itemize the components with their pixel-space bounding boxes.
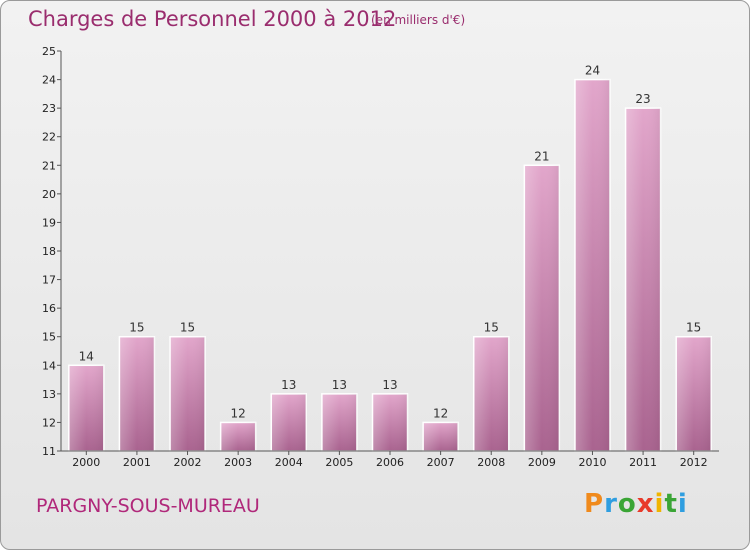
value-label-2004: 13 [281, 378, 296, 392]
x-tick-label-2010: 2010 [578, 456, 606, 469]
x-tick-label-2005: 2005 [325, 456, 353, 469]
y-tick-label: 14 [42, 359, 56, 372]
chart-subtitle: (en milliers d'€) [371, 13, 466, 27]
bar-shine [220, 422, 256, 451]
y-tick-label: 23 [42, 102, 56, 115]
value-label-2011: 23 [635, 92, 650, 106]
value-label-2002: 15 [180, 321, 195, 335]
y-tick-label: 22 [42, 131, 56, 144]
y-axis: 11 12 13 14 15 16 17 18 19 20 21 22 23 24 25 [42, 45, 62, 458]
x-tick-label-2008: 2008 [477, 456, 505, 469]
value-label-2007: 12 [433, 406, 448, 420]
x-tick-label-2006: 2006 [376, 456, 404, 469]
y-tick-label: 24 [42, 74, 56, 87]
bar-shine [524, 165, 560, 452]
x-axis: 2000 2001 2002 2003 2004 2005 2006 2007 2008 2009… [61, 450, 719, 469]
y-tick-label: 19 [42, 216, 56, 229]
x-tick-label-2011: 2011 [629, 456, 657, 469]
y-tick-label: 11 [42, 445, 56, 458]
y-tick-label: 15 [42, 331, 56, 344]
bar-shine [423, 422, 459, 451]
y-tick-label: 21 [42, 159, 56, 172]
value-label-2009: 21 [534, 149, 549, 163]
y-tick-label: 17 [42, 274, 56, 287]
y-tick-label: 12 [42, 416, 56, 429]
x-tick-label-2002: 2002 [174, 456, 202, 469]
bars: 14 15 15 12 13 13 13 12 15 21 24 23 15 [68, 64, 712, 452]
bar-shine [625, 108, 661, 452]
bar-shine [676, 336, 712, 451]
bar-shine [372, 393, 408, 451]
bar-shine [473, 336, 509, 451]
x-tick-label-2004: 2004 [275, 456, 303, 469]
value-label-2006: 13 [382, 378, 397, 392]
x-tick-label-2003: 2003 [224, 456, 252, 469]
value-label-2005: 13 [332, 378, 347, 392]
value-label-2001: 15 [129, 321, 144, 335]
y-tick-label: 25 [42, 45, 56, 58]
x-tick-label-2009: 2009 [528, 456, 556, 469]
proxiti-logo: Proxiti [584, 489, 688, 519]
value-label-2010: 24 [585, 64, 600, 78]
chart-title: Charges de Personnel 2000 à 2012 [28, 7, 397, 31]
value-label-2012: 15 [686, 321, 701, 335]
y-tick-label: 20 [42, 188, 56, 201]
y-tick-label: 18 [42, 245, 56, 258]
x-tick-label-2001: 2001 [123, 456, 151, 469]
commune-name: PARGNY-SOUS-MUREAU [36, 495, 260, 517]
y-tick-label: 13 [42, 388, 56, 401]
value-label-2008: 15 [484, 321, 499, 335]
x-tick-label-2012: 2012 [680, 456, 708, 469]
x-tick-label-2000: 2000 [72, 456, 100, 469]
bar-shine [574, 79, 610, 452]
bar-shine [119, 336, 155, 451]
value-label-2000: 14 [79, 349, 94, 363]
bar-shine [170, 336, 206, 451]
y-tick-label: 16 [42, 302, 56, 315]
value-label-2003: 12 [231, 406, 246, 420]
bar-shine [321, 393, 357, 451]
bar-shine [271, 393, 307, 451]
x-tick-label-2007: 2007 [427, 456, 455, 469]
bar-shine [68, 365, 104, 451]
